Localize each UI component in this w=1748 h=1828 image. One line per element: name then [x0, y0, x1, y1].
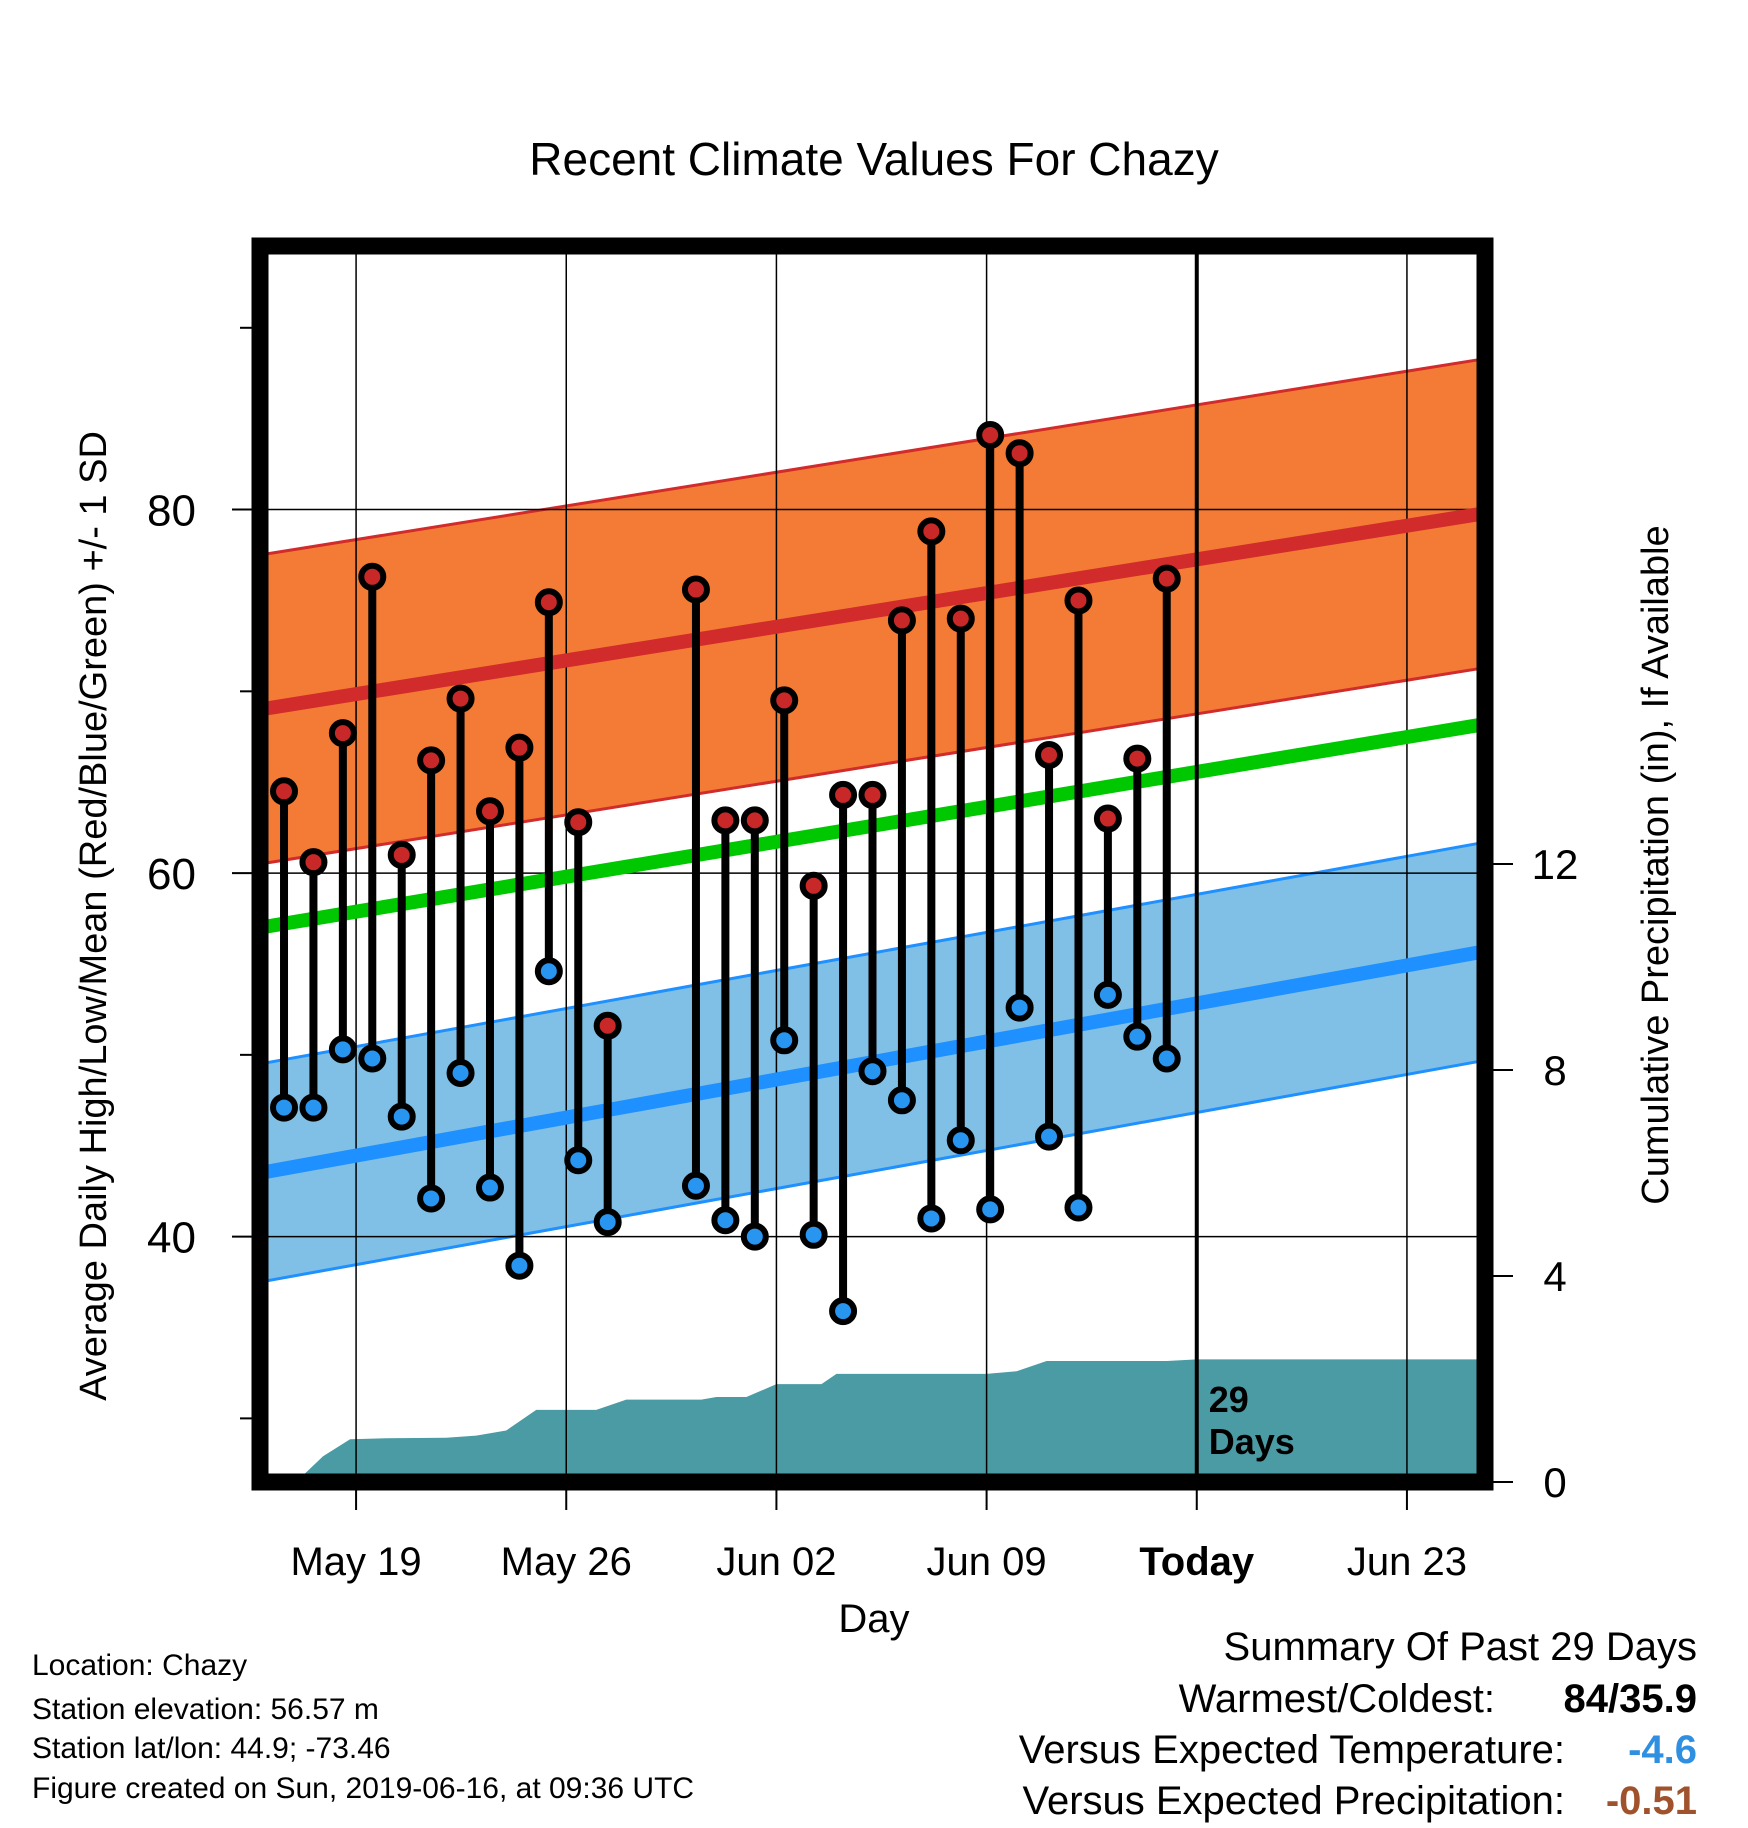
x-tick-label: Jun 02 [716, 1540, 836, 1584]
observed-low-point [328, 1035, 357, 1064]
x-tick-label: May 19 [290, 1540, 421, 1584]
observed-high-point [740, 806, 769, 835]
plot-area: 29 Days 40 60 80 0 4 8 12 May 19 May 26 Jun 02 Jun 0… [147, 237, 1579, 1584]
observed-high-point [976, 421, 1005, 450]
observed-low-point [564, 1146, 593, 1175]
observed-low-point [770, 1026, 799, 1055]
temperature-departure-label: Versus Expected Temperature: [1019, 1728, 1565, 1772]
observed-low-point [1064, 1193, 1093, 1222]
warmest-coldest-label: Warmest/Coldest: [1179, 1677, 1495, 1721]
y2-axis-label: Cumulative Precipitation (in), If Availa… [1635, 525, 1677, 1204]
observed-low-point [299, 1093, 328, 1122]
summary-heading: Summary Of Past 29 Days [1224, 1625, 1697, 1669]
observed-high-point [1005, 439, 1034, 468]
precipitation-departure-value: -0.51 [1606, 1779, 1697, 1823]
x-tick-label: Jun 23 [1347, 1540, 1467, 1584]
observed-low-point [1123, 1022, 1152, 1051]
observed-high-point [917, 517, 946, 546]
observed-high-point [946, 604, 975, 633]
observed-low-point [976, 1195, 1005, 1224]
observed-high-point [358, 562, 387, 591]
normal-high-line [258, 506, 1487, 717]
observed-low-point [887, 1086, 916, 1115]
y-tick-label: 80 [147, 487, 196, 536]
observed-high-point [799, 871, 828, 900]
observed-high-point [1152, 564, 1181, 593]
latlon-text: Station lat/lon: 44.9; -73.46 [32, 1732, 391, 1765]
warmest-coldest-value: 84/35.9 [1564, 1677, 1697, 1721]
y2-tick-label: 0 [1543, 1459, 1566, 1506]
y-tick-label: 60 [147, 850, 196, 899]
observed-low-point [858, 1057, 887, 1086]
observed-low-point [917, 1204, 946, 1233]
location-text: Location: Chazy [32, 1649, 247, 1682]
observed-low-point [358, 1044, 387, 1073]
observed-low-point [446, 1059, 475, 1088]
x-axis-label: Day [838, 1597, 909, 1641]
observed-high-point [711, 806, 740, 835]
y-axis-label: Average Daily High/Low/Mean (Red/Blue/Gr… [73, 431, 115, 1401]
observed-low-point [946, 1126, 975, 1155]
observed-low-point [505, 1251, 534, 1280]
created-text: Figure created on Sun, 2019-06-16, at 09… [32, 1772, 694, 1805]
observed-high-point [681, 575, 710, 604]
temperature-departure-value: -4.6 [1628, 1728, 1697, 1772]
observed-low-point [1035, 1122, 1064, 1151]
observed-high-point [829, 780, 858, 809]
precipitation-departure-label: Versus Expected Precipitation: [1022, 1779, 1565, 1823]
observed-high-point [593, 1011, 622, 1040]
observed-low-point [740, 1222, 769, 1251]
today-annotation-line: 29 [1209, 1379, 1249, 1420]
plot-frame [251, 237, 1494, 1491]
y2-tick-label: 12 [1532, 841, 1579, 888]
observed-low-point [534, 957, 563, 986]
observed-low-point [1093, 980, 1122, 1009]
observed-high-point [270, 777, 299, 806]
observed-low-point [475, 1173, 504, 1202]
observed-low-point [387, 1102, 416, 1131]
observed-low-point [799, 1220, 828, 1249]
observed-high-point [534, 588, 563, 617]
x-tick-label: Jun 09 [927, 1540, 1047, 1584]
observed-high-point [417, 746, 446, 775]
normal-high-upper-edge [259, 357, 1486, 557]
y-tick-label: 40 [147, 1214, 196, 1263]
today-annotation-line: Days [1209, 1421, 1295, 1462]
elevation-text: Station elevation: 56.57 m [32, 1693, 379, 1726]
observed-high-point [328, 719, 357, 748]
normal-low-lower-edge [259, 1058, 1486, 1284]
observed-high-point [858, 780, 887, 809]
observed-low-point [417, 1184, 446, 1213]
observed-high-point [446, 684, 475, 713]
observed-high-point [1035, 740, 1064, 769]
summary-panel: Summary Of Past 29 Days Warmest/Coldest:… [1019, 1625, 1697, 1823]
x-tick-label: Today [1139, 1540, 1255, 1584]
chart-title: Recent Climate Values For Chazy [529, 133, 1218, 185]
observed-low-point [270, 1093, 299, 1122]
observed-high-point [770, 686, 799, 715]
today-annotation: 29 Days [1209, 1379, 1295, 1462]
observed-high-point [1093, 804, 1122, 833]
observed-high-point [887, 606, 916, 635]
observed-low-point [711, 1206, 740, 1235]
station-info: Location: Chazy Station elevation: 56.57… [32, 1649, 694, 1805]
observed-low-point [681, 1171, 710, 1200]
observed-high-point [387, 840, 416, 869]
y2-tick-label: 8 [1543, 1047, 1566, 1094]
observed-low-point [829, 1297, 858, 1326]
observed-low-point [1005, 993, 1034, 1022]
observed-high-point [564, 808, 593, 837]
observed-high-point [1123, 744, 1152, 773]
precipitation-area [296, 1359, 1485, 1482]
y2-tick-label: 4 [1543, 1253, 1566, 1300]
observed-high-point [299, 848, 328, 877]
observed-high-point [1064, 586, 1093, 615]
observed-high-point [475, 797, 504, 826]
observed-high-point [505, 733, 534, 762]
observed-low-point [1152, 1044, 1181, 1073]
x-tick-label: May 26 [501, 1540, 632, 1584]
observed-low-point [593, 1208, 622, 1237]
